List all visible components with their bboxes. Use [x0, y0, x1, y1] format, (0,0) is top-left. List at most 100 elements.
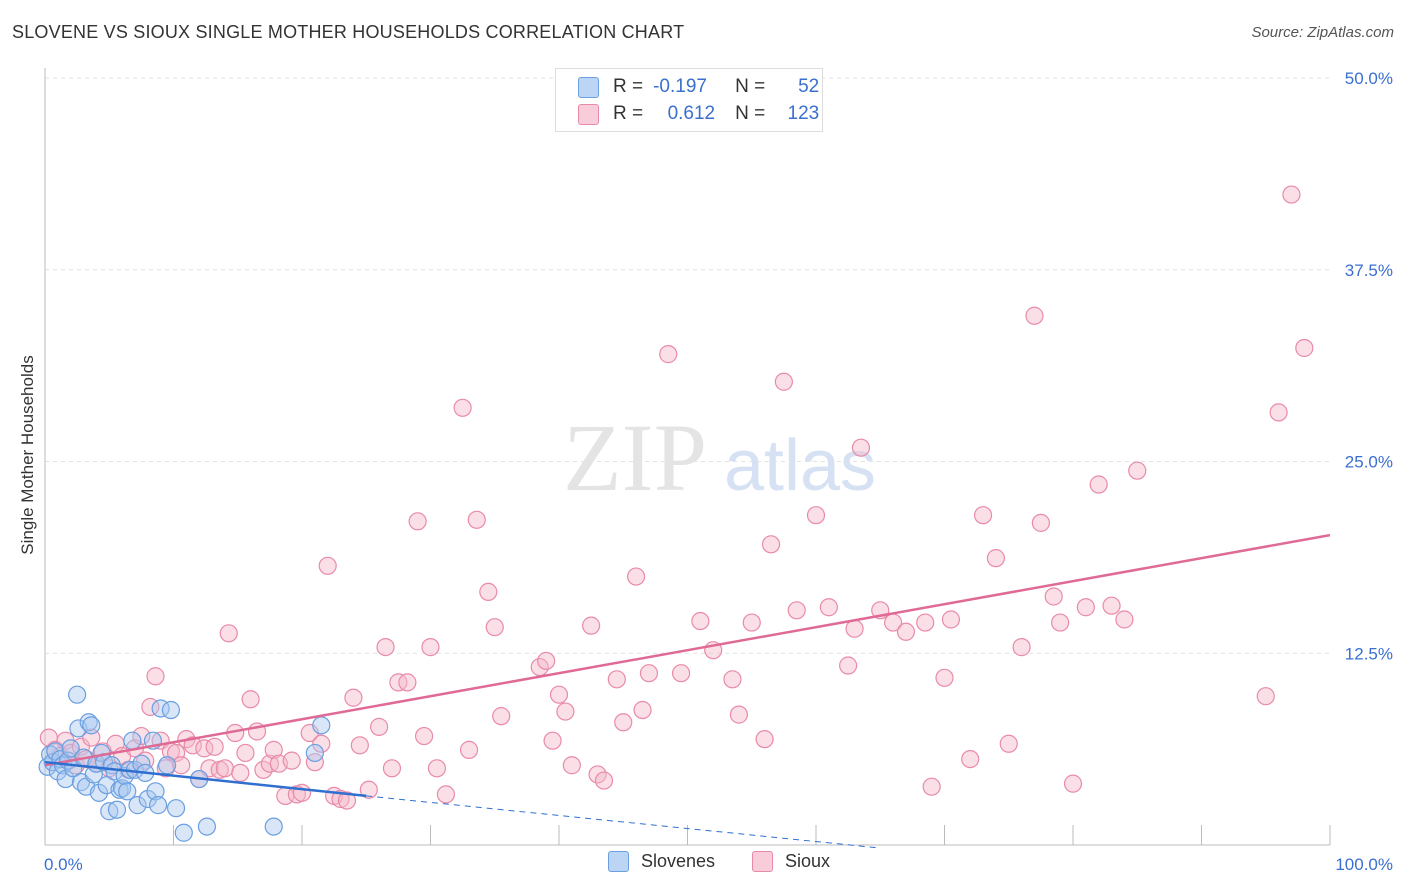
sioux-point	[318, 556, 337, 575]
sioux-point	[851, 438, 871, 457]
sioux-point	[916, 613, 935, 632]
sioux-point	[350, 736, 369, 755]
sioux-point	[1089, 475, 1108, 494]
sioux-point	[292, 783, 312, 802]
sioux-point	[1256, 687, 1275, 706]
sioux-point	[215, 759, 234, 778]
slovenes-point	[123, 731, 142, 750]
sioux-point	[453, 398, 472, 417]
x-tick-label-max: 100.0%	[1335, 855, 1393, 874]
slovenes-point	[264, 817, 283, 836]
sioux-point	[479, 582, 498, 601]
sioux-point	[467, 510, 486, 529]
sioux-point	[337, 791, 357, 810]
sioux-point	[370, 717, 389, 736]
legend-label-slovenes: Slovenes	[641, 851, 716, 871]
slovenes-point	[161, 700, 181, 720]
watermark-atlas: atlas	[724, 426, 876, 506]
y-axis-label: Single Mother Households	[18, 355, 37, 555]
sioux-point	[172, 756, 191, 775]
slovenes-point	[157, 756, 177, 775]
sioux-trend-line	[44, 533, 1331, 767]
slovenes-point	[107, 800, 127, 819]
sioux-point	[999, 734, 1018, 753]
sioux-swatch	[578, 103, 599, 125]
sioux-point	[427, 759, 447, 778]
legend-n-value-slovenes: 52	[798, 76, 820, 97]
legend-row-sioux: R = 0.612 N = 123	[578, 101, 819, 127]
sioux-point	[671, 664, 691, 683]
watermark-zip: ZIP	[563, 404, 707, 511]
sioux-point	[156, 759, 175, 778]
sioux-point	[729, 705, 749, 724]
sioux-point	[614, 713, 633, 732]
sioux-point	[986, 549, 1006, 568]
sioux-point	[761, 535, 781, 554]
sioux-point	[961, 749, 980, 769]
sioux-point	[806, 506, 826, 525]
sioux-points	[39, 185, 1314, 810]
sioux-point	[594, 771, 614, 790]
sioux-point	[132, 726, 151, 746]
sioux-point	[774, 372, 793, 391]
sioux-point	[219, 624, 238, 643]
sioux-point	[723, 670, 742, 689]
sioux-point	[459, 740, 479, 759]
sioux-point	[282, 751, 301, 770]
sioux-point	[839, 656, 858, 675]
sioux-point	[1031, 513, 1050, 532]
slovenes-trend-extension	[366, 795, 881, 849]
slovenes-point	[197, 817, 217, 836]
legend-row-slovenes: R = -0.197 N = 52	[578, 74, 819, 100]
sioux-point	[398, 673, 417, 692]
sioux-point	[819, 598, 838, 617]
grid-lines	[45, 77, 1330, 654]
series-legend: Slovenes Sioux	[0, 851, 1406, 877]
slovenes-point	[82, 716, 101, 735]
sioux-point	[742, 613, 761, 632]
sioux-point	[973, 506, 993, 525]
sioux-point	[896, 622, 916, 641]
slovenes-swatch	[608, 851, 629, 872]
sioux-point	[436, 785, 456, 804]
x-tick-label-min: 0.0%	[44, 855, 83, 874]
slovenes-point	[138, 789, 157, 809]
sioux-point	[562, 756, 581, 775]
sioux-point	[1282, 185, 1301, 204]
sioux-point	[205, 737, 224, 756]
sioux-point	[607, 670, 626, 689]
legend-r-label: R =	[613, 103, 644, 124]
sioux-point	[241, 690, 260, 709]
slovenes-point	[305, 743, 324, 763]
sioux-point	[626, 567, 646, 586]
sioux-point	[344, 688, 363, 707]
sioux-point	[922, 777, 941, 796]
sioux-point	[787, 601, 806, 620]
legend-label-sioux: Sioux	[785, 851, 831, 871]
slovenes-point	[128, 796, 147, 815]
slovenes-swatch	[578, 76, 599, 98]
sioux-point	[543, 731, 562, 750]
legend-r-label: R =	[613, 76, 644, 97]
slovenes-point	[174, 823, 193, 842]
sioux-point	[231, 763, 250, 783]
sioux-point	[659, 345, 678, 364]
trend-lines	[44, 533, 1331, 849]
sioux-point	[414, 726, 434, 746]
sioux-point	[556, 702, 575, 721]
sioux-point	[408, 512, 427, 531]
sioux-point	[382, 759, 402, 778]
source-label: Source: ZipAtlas.com	[1251, 24, 1394, 41]
legend-n-label: N =	[735, 103, 766, 124]
tick-labels: 12.5% 25.0% 37.5% 50.0% 0.0% 100.0%	[44, 69, 1393, 874]
sioux-point	[236, 743, 255, 763]
slovenes-point	[100, 802, 119, 821]
slovenes-point	[118, 782, 137, 801]
sioux-point	[1051, 613, 1070, 632]
sioux-swatch	[752, 851, 773, 872]
sioux-point	[264, 740, 283, 759]
slovenes-point	[84, 765, 103, 784]
y-tick-label: 50.0%	[1345, 69, 1393, 88]
correlation-legend: R = -0.197 N = 52 R = 0.612 N = 123	[555, 68, 823, 132]
legend-item-slovenes: Slovenes	[608, 851, 715, 872]
